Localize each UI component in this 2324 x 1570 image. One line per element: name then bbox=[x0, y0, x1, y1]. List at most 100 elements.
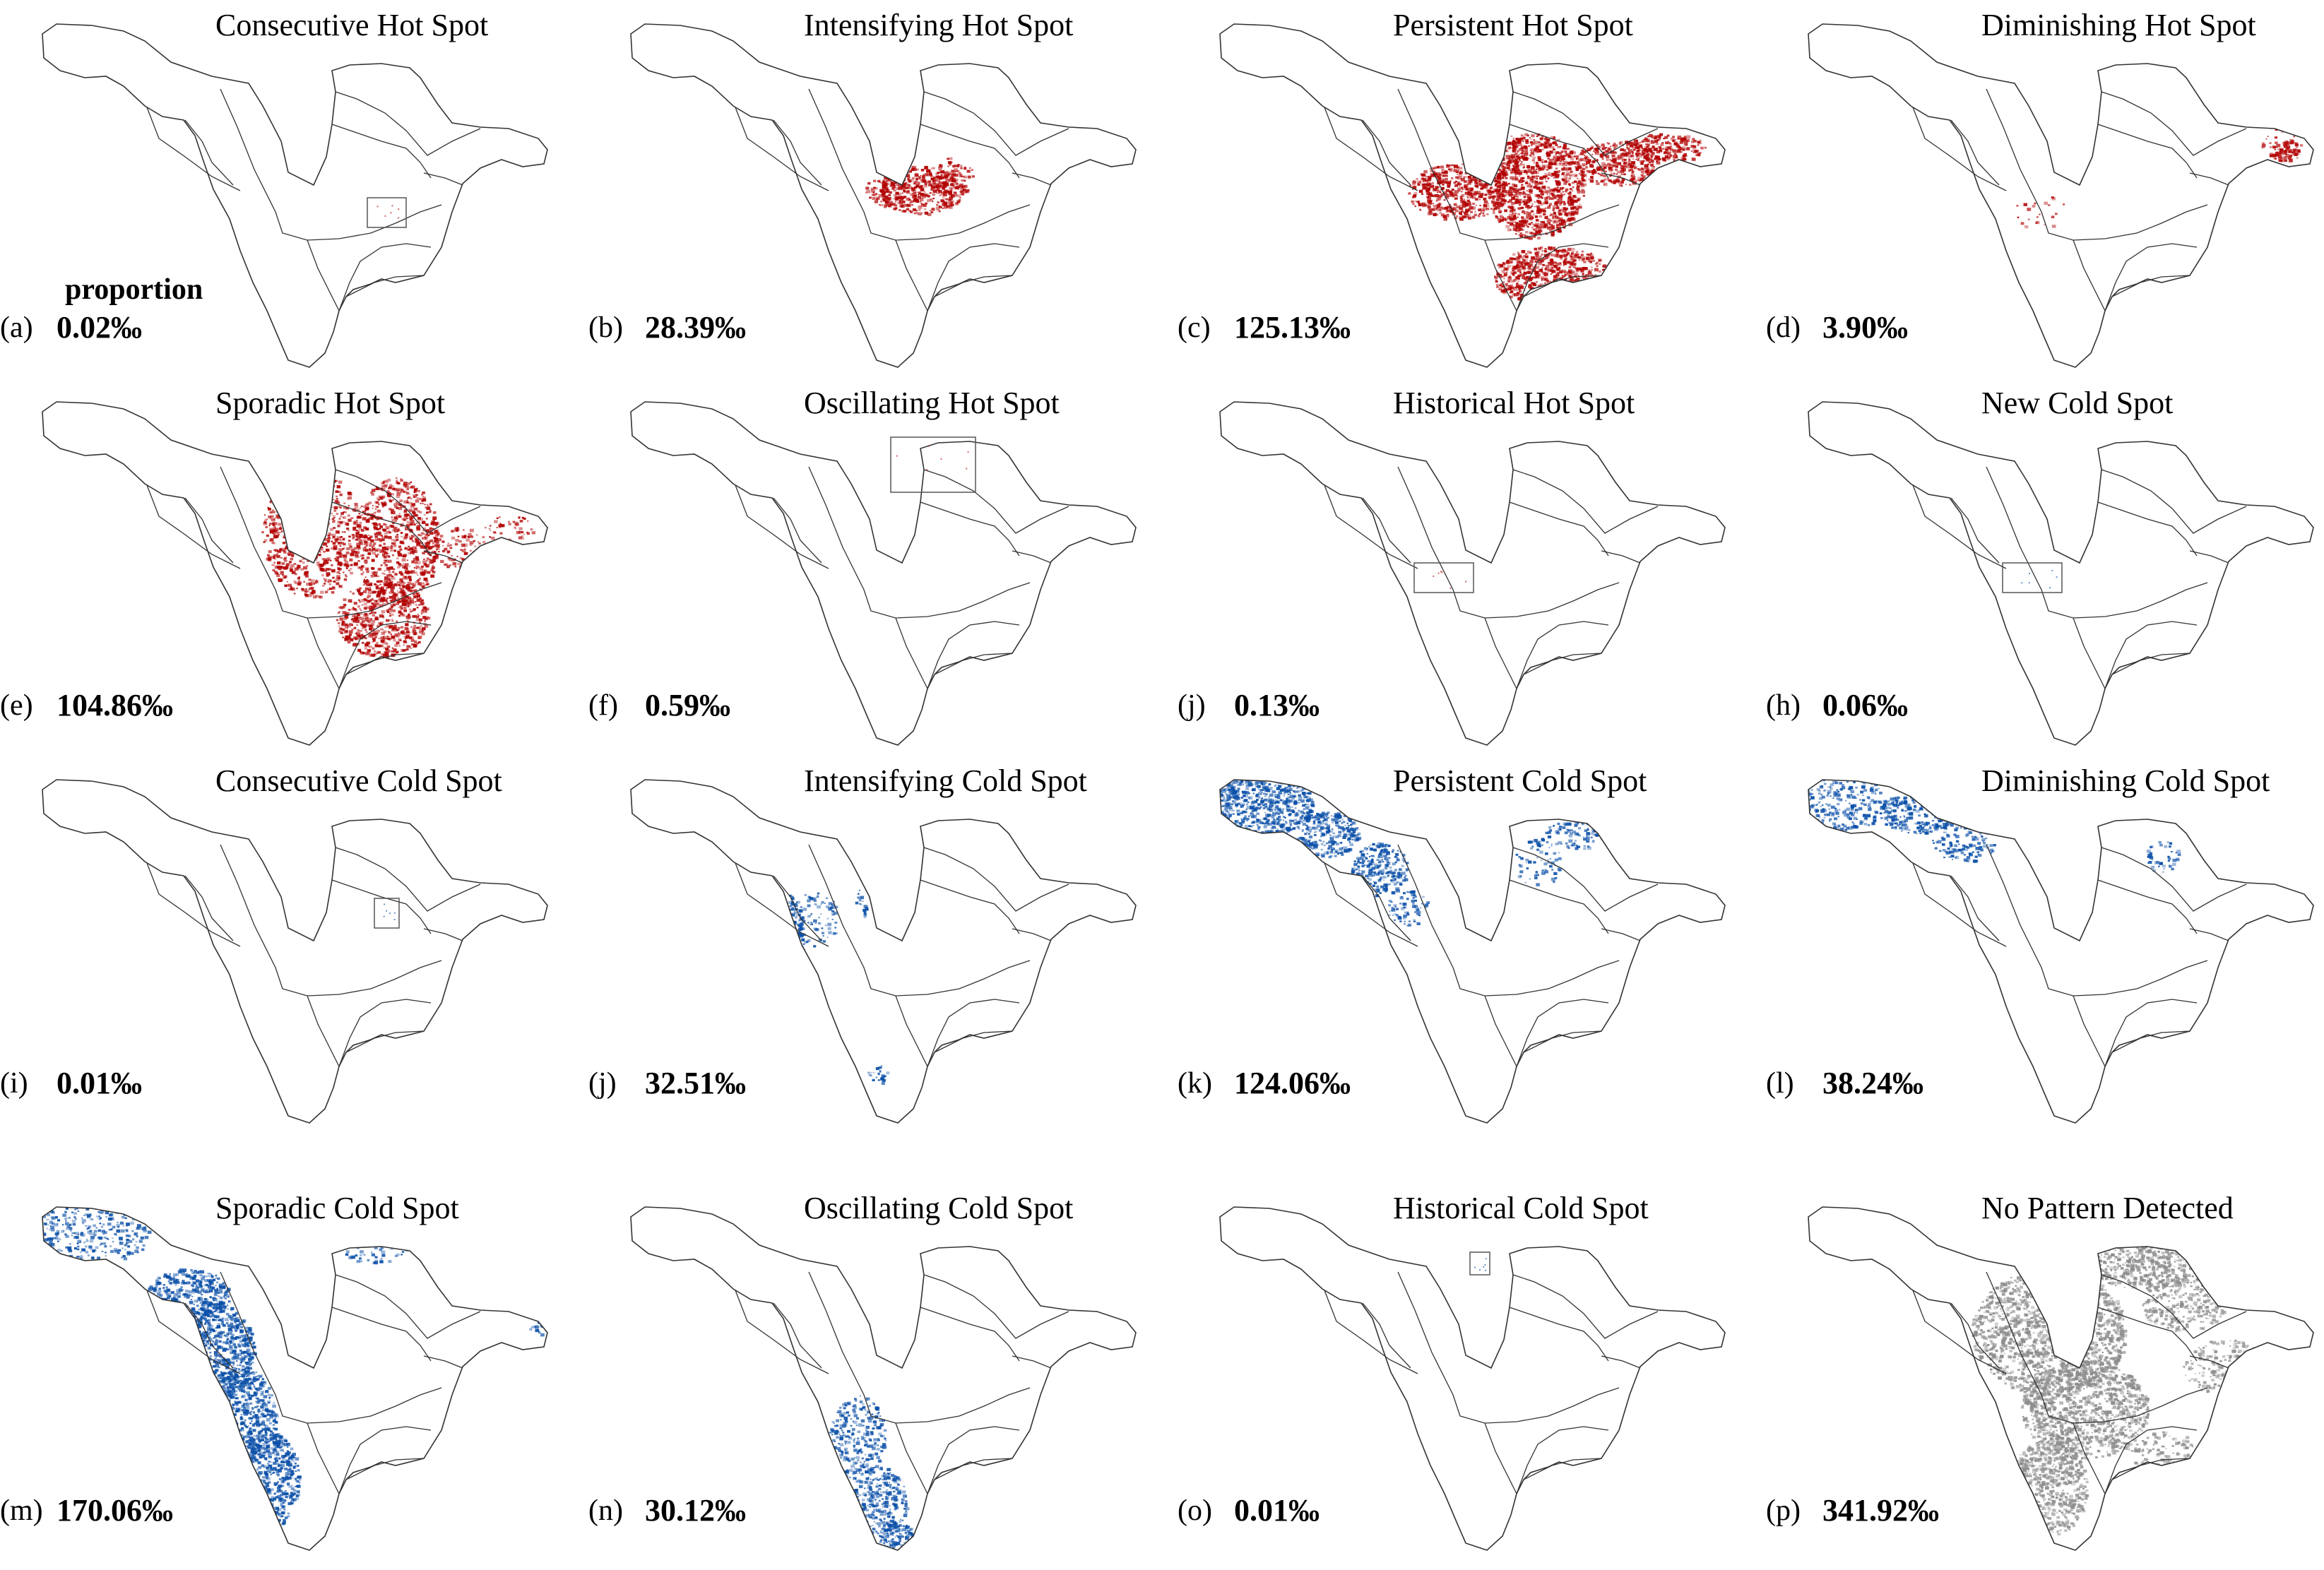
sub-basin-boundary bbox=[1912, 862, 2007, 947]
sub-basin-boundary bbox=[1324, 484, 1418, 569]
sub-basin-boundary bbox=[331, 501, 432, 557]
sub-basin-boundary bbox=[2189, 928, 2229, 941]
sub-basin-boundary bbox=[307, 1422, 340, 1494]
panel-title: Historical Cold Spot bbox=[1393, 1191, 1649, 1225]
sub-basin-boundary bbox=[1324, 862, 1418, 947]
sub-basin-boundary bbox=[2104, 1426, 2198, 1494]
basin-map bbox=[42, 779, 548, 1124]
sub-basin-boundary bbox=[1397, 844, 1620, 997]
sub-basin-boundary bbox=[146, 484, 241, 569]
sub-basin-boundary bbox=[920, 124, 1020, 179]
sub-basin-boundary bbox=[2189, 172, 2229, 186]
basin-map bbox=[630, 23, 1137, 368]
basin-outline bbox=[42, 1206, 548, 1551]
sub-basin-boundary bbox=[2111, 275, 2190, 297]
sub-basin-boundary bbox=[1912, 1290, 2007, 1374]
sub-basin-boundary bbox=[920, 879, 1020, 934]
basin-outline bbox=[630, 1206, 1137, 1551]
sub-basin-boundary bbox=[338, 1426, 432, 1494]
sub-basin-boundary bbox=[2101, 91, 2247, 156]
sub-basin-boundary bbox=[2104, 243, 2198, 311]
sub-basin-boundary bbox=[335, 1274, 481, 1339]
sub-basin-boundary bbox=[1512, 1274, 1659, 1339]
basin-outline bbox=[1219, 1206, 1726, 1551]
sub-basin-boundary bbox=[735, 862, 829, 947]
sub-basin-boundary bbox=[923, 847, 1069, 912]
basin-outline bbox=[1808, 779, 2314, 1124]
sub-basin-boundary bbox=[423, 550, 463, 564]
panel-label: (m) bbox=[0, 1494, 43, 1527]
panel-i: Consecutive Cold Spot (i) 0.01‰ bbox=[0, 756, 581, 1134]
sub-basin-boundary bbox=[1362, 1302, 1411, 1369]
basin-map bbox=[42, 1206, 548, 1551]
sub-basin-boundary bbox=[338, 999, 432, 1067]
highlight-box bbox=[1413, 562, 1474, 593]
sub-basin-boundary bbox=[1912, 484, 2007, 569]
sub-basin-boundary bbox=[1986, 844, 2208, 997]
panel-label: (j) bbox=[588, 1067, 617, 1100]
panel-b: Intensifying Hot Spot (b) 28.39‰ bbox=[588, 0, 1170, 378]
panel-o: Historical Cold Spot (o) 0.01‰ bbox=[1178, 1183, 1759, 1561]
sub-basin-boundary bbox=[1516, 999, 1609, 1067]
sub-basin-boundary bbox=[773, 1302, 822, 1369]
sub-basin-boundary bbox=[345, 275, 425, 297]
proportion-value: 0.59‰ bbox=[645, 688, 730, 722]
sub-basin-boundary bbox=[808, 466, 1031, 619]
sub-basin-boundary bbox=[1516, 243, 1609, 311]
panel-title: Sporadic Hot Spot bbox=[215, 386, 446, 420]
sub-basin-boundary bbox=[1397, 466, 1620, 619]
sub-basin-boundary bbox=[345, 653, 425, 675]
sub-basin-boundary bbox=[934, 1030, 1013, 1053]
panel-label: (e) bbox=[0, 689, 33, 722]
sub-basin-boundary bbox=[1950, 1302, 2000, 1369]
sub-basin-boundary bbox=[927, 999, 1020, 1067]
panel-label: (c) bbox=[1178, 311, 1211, 344]
proportion-value: 0.01‰ bbox=[1234, 1493, 1320, 1528]
sub-basin-boundary bbox=[808, 1271, 1031, 1424]
panel-label: (j) bbox=[1178, 689, 1206, 722]
basin-outline bbox=[630, 401, 1137, 746]
basin-map bbox=[1808, 23, 2314, 368]
panel-m: Sporadic Cold Spot (m) 170.06‰ bbox=[0, 1183, 581, 1561]
spot-pattern bbox=[1971, 1232, 2267, 1539]
sub-basin-boundary bbox=[934, 1458, 1013, 1480]
sub-basin-boundary bbox=[331, 879, 432, 934]
panel-title: Diminishing Hot Spot bbox=[1981, 8, 2256, 42]
sub-basin-boundary bbox=[1516, 621, 1609, 689]
panel-label: (p) bbox=[1766, 1494, 1801, 1527]
sub-basin-boundary bbox=[927, 243, 1020, 311]
sub-basin-boundary bbox=[1512, 91, 1659, 156]
basin-map bbox=[1219, 1206, 1726, 1551]
sub-basin-boundary bbox=[2189, 1355, 2229, 1369]
sub-basin-boundary bbox=[895, 617, 928, 689]
panel-label: (d) bbox=[1766, 311, 1801, 344]
panel-j: Intensifying Cold Spot (j) 32.51‰ bbox=[588, 756, 1170, 1134]
sub-basin-boundary bbox=[1523, 275, 1602, 297]
panel-title: No Pattern Detected bbox=[1981, 1191, 2234, 1225]
sub-basin-boundary bbox=[735, 107, 829, 191]
highlight-box bbox=[2002, 562, 2063, 593]
sub-basin-boundary bbox=[1601, 1355, 1641, 1369]
sub-basin-boundary bbox=[1012, 550, 1052, 564]
panel-title: Consecutive Hot Spot bbox=[215, 8, 489, 42]
sub-basin-boundary bbox=[2111, 1030, 2190, 1053]
sub-basin-boundary bbox=[331, 124, 432, 179]
sub-basin-boundary bbox=[423, 1355, 463, 1369]
sub-basin-boundary bbox=[1012, 172, 1052, 186]
sub-basin-boundary bbox=[895, 995, 928, 1067]
panel-a: Consecutive Hot Spot proportion (a) 0.02… bbox=[0, 0, 581, 378]
sub-basin-boundary bbox=[146, 107, 241, 191]
sub-basin-boundary bbox=[1509, 1307, 1609, 1362]
sub-basin-boundary bbox=[1509, 124, 1609, 179]
panel-title: New Cold Spot bbox=[1981, 386, 2174, 420]
panel-title: Consecutive Cold Spot bbox=[215, 763, 502, 798]
basin-map bbox=[1219, 779, 1726, 1124]
sub-basin-boundary bbox=[2189, 550, 2229, 564]
panel-label: (k) bbox=[1178, 1067, 1212, 1100]
highlight-box bbox=[374, 898, 400, 929]
sub-basin-boundary bbox=[895, 239, 928, 311]
sub-basin-boundary bbox=[220, 88, 442, 241]
sub-basin-boundary bbox=[184, 875, 234, 941]
sub-basin-boundary bbox=[1523, 1030, 1602, 1053]
